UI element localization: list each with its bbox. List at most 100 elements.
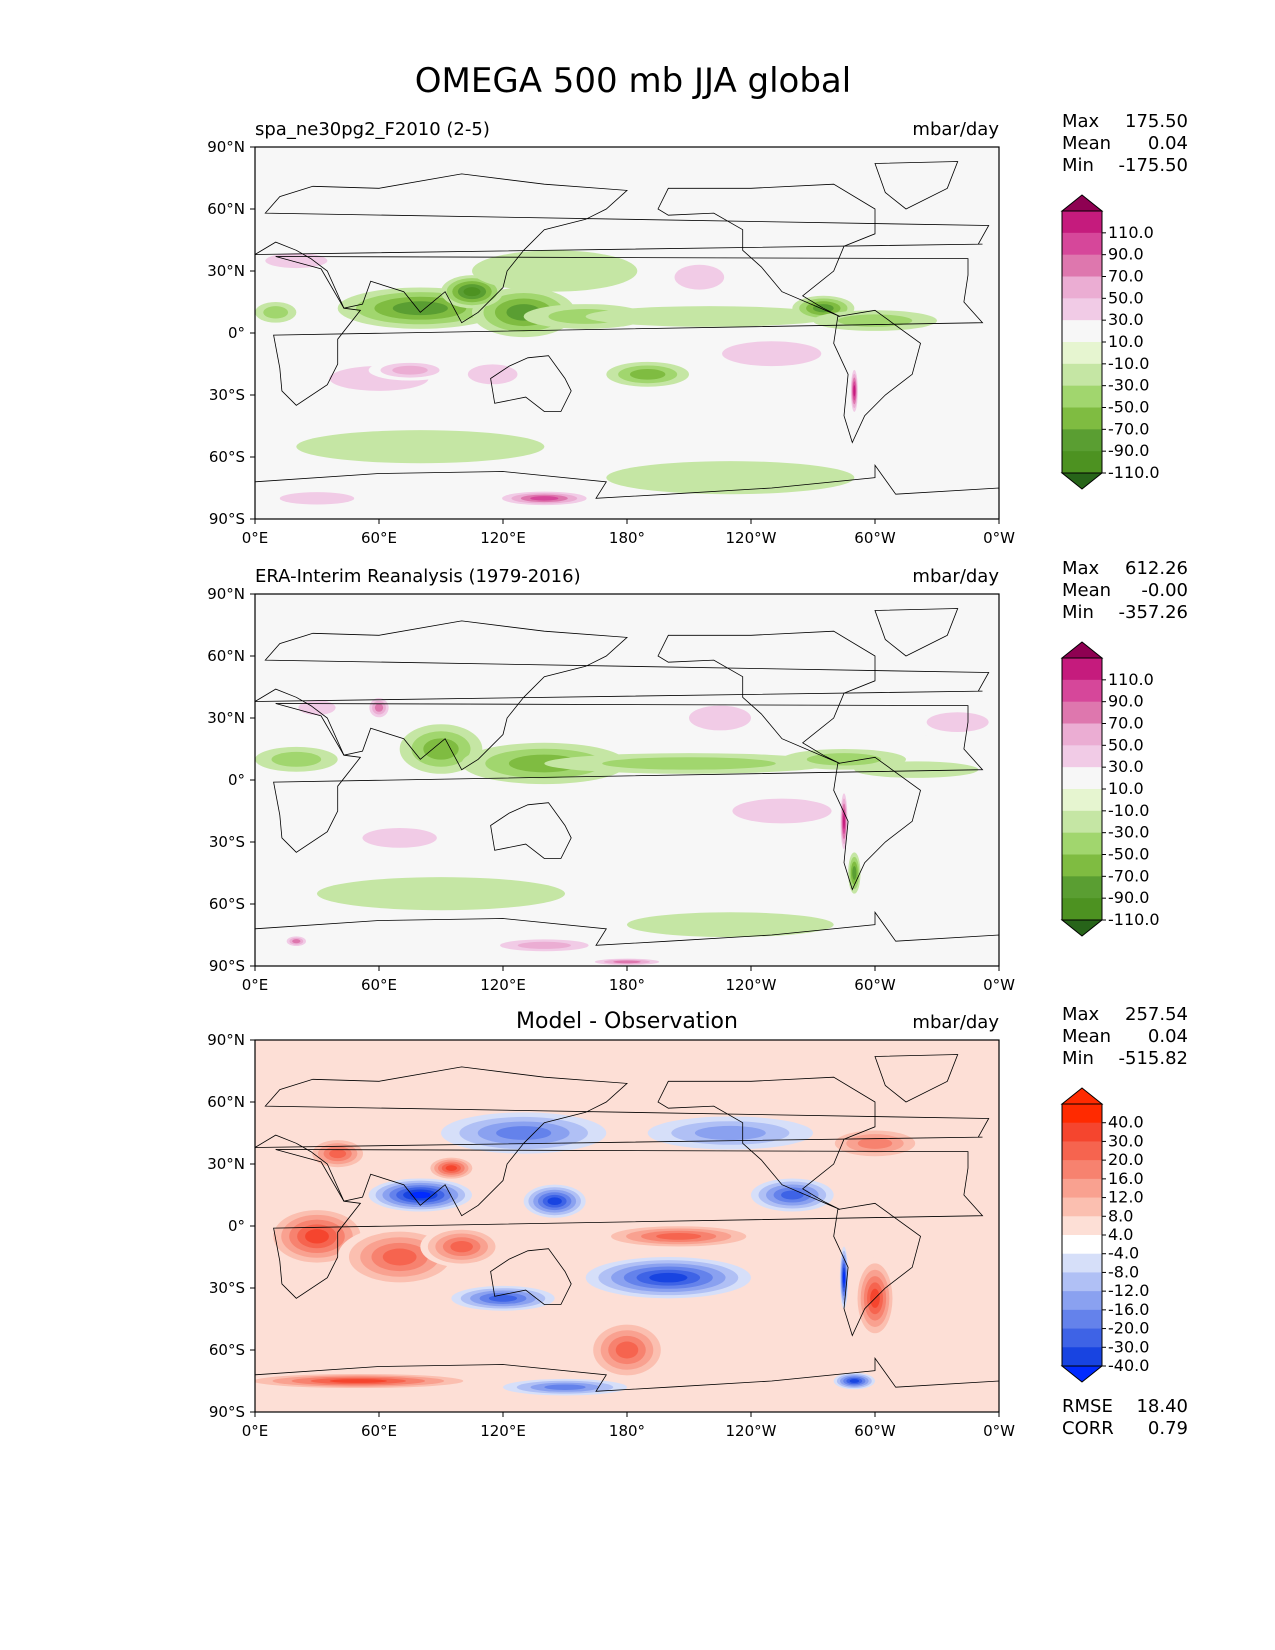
y-tick-label: 90°N — [207, 585, 245, 603]
field-contour — [423, 738, 459, 760]
colorbar-label: 40.0 — [1108, 1113, 1144, 1132]
field-contour — [547, 1197, 562, 1206]
colorbar-segment — [1062, 211, 1102, 234]
panels: spa_ne30pg2_F2010 (2-5) mbar/day 0°E 60°E 12… — [207, 111, 1188, 1440]
colorbar-min-arrow — [1060, 472, 1104, 490]
stat-label: Mean — [1062, 133, 1111, 154]
coastline — [273, 703, 984, 853]
field-contour — [649, 1272, 688, 1283]
x-tick-label: 0°W — [983, 1422, 1015, 1440]
colorbar-segment — [1062, 679, 1102, 703]
stat-value: 175.50 — [1125, 111, 1188, 132]
field-contour — [467, 364, 518, 385]
colorbar-label: -10.0 — [1108, 801, 1149, 820]
field-contour — [298, 700, 336, 716]
field-contour — [317, 877, 565, 911]
x-tick-label: 0°E — [242, 1422, 269, 1440]
field-contour — [544, 1384, 586, 1390]
units-label: mbar/day — [912, 566, 999, 587]
stat-label: Max — [1062, 558, 1100, 579]
y-tick-label: 90°S — [209, 1403, 245, 1421]
colorbar-segment — [1062, 767, 1102, 790]
x-tick-label: 180° — [609, 1422, 645, 1440]
stat-label: Mean — [1062, 1026, 1111, 1047]
field-contour — [694, 1125, 766, 1141]
coastline — [490, 802, 572, 859]
x-tick-label: 60°W — [854, 1422, 896, 1440]
colorbar-segment — [1062, 342, 1102, 365]
y-tick-label: 0° — [228, 1217, 245, 1235]
colorbar-label: -40.0 — [1108, 1356, 1149, 1375]
field-background — [255, 594, 999, 966]
colorbar-label: 70.0 — [1108, 714, 1144, 733]
stat-label: Mean — [1062, 580, 1111, 601]
field-contour — [732, 798, 832, 824]
map-panel-2: ERA-Interim Reanalysis (1979-2016) mbar/d… — [207, 558, 1188, 994]
colorbar-segment — [1062, 1178, 1102, 1199]
y-tick-label: 60°S — [209, 895, 245, 913]
colorbar-segment — [1062, 451, 1102, 474]
y-tick-label: 30°N — [207, 709, 245, 727]
field-contour — [305, 1229, 329, 1244]
field-contour — [265, 253, 328, 269]
stat-value: 0.04 — [1148, 1026, 1188, 1047]
colorbar-segment — [1062, 832, 1102, 855]
colorbar-segment — [1062, 1253, 1102, 1273]
coastline — [490, 1248, 572, 1305]
map-panel-1: spa_ne30pg2_F2010 (2-5) mbar/day 0°E 60°E 12… — [207, 111, 1188, 547]
field-contour — [271, 751, 322, 767]
x-tick-label: 120°W — [726, 529, 777, 547]
colorbar-label: 90.0 — [1108, 692, 1144, 711]
colorbar-segment — [1062, 1272, 1102, 1292]
colorbar: 40.030.020.016.012.08.04.0-4.0-8.0-12.0-… — [1060, 1087, 1149, 1383]
x-tick-label: 60°E — [361, 529, 397, 547]
colorbar-segment — [1062, 789, 1102, 812]
field-layer — [255, 594, 999, 966]
x-tick-label: 120°W — [726, 976, 777, 994]
colorbar-label: -30.0 — [1108, 376, 1149, 395]
panel-title: ERA-Interim Reanalysis (1979-2016) — [255, 566, 581, 587]
colorbar-min-arrow — [1060, 1365, 1104, 1383]
colorbar-label: 90.0 — [1108, 245, 1144, 264]
colorbar-segment — [1062, 363, 1102, 387]
colorbar-label: 30.0 — [1108, 757, 1144, 776]
x-tick-label: 120°E — [480, 976, 526, 994]
coastline — [273, 1149, 984, 1299]
field-contour — [585, 306, 834, 327]
coastline — [490, 355, 572, 412]
colorbar-segment — [1062, 1309, 1102, 1330]
stat-label: Max — [1062, 1004, 1100, 1025]
coastline — [833, 309, 921, 444]
colorbar-label: 30.0 — [1108, 1131, 1144, 1150]
panel-title: Model - Observation — [516, 1009, 738, 1034]
coastline — [657, 1076, 876, 1210]
colorbar-label: -110.0 — [1108, 463, 1160, 482]
colorbar-segment — [1062, 429, 1102, 452]
colorbar-label: 30.0 — [1108, 310, 1144, 329]
colorbar-label: 16.0 — [1108, 1169, 1144, 1188]
field-contour — [843, 813, 845, 829]
colorbar-label: -12.0 — [1108, 1281, 1149, 1300]
coastline — [255, 1357, 999, 1412]
field-contour — [689, 705, 751, 731]
field-contour — [849, 1379, 860, 1383]
coastline — [833, 756, 921, 891]
map-panel-3: Model - Observation mbar/day 0°E 60°E 120°E 1… — [207, 1004, 1188, 1440]
panel-title: spa_ne30pg2_F2010 (2-5) — [255, 119, 490, 140]
field-contour — [488, 1294, 518, 1302]
colorbar-segment — [1062, 810, 1102, 834]
colorbar-label: -90.0 — [1108, 441, 1149, 460]
stat-label: CORR — [1062, 1418, 1114, 1439]
colorbar-max-arrow — [1060, 1087, 1104, 1105]
field-contour — [781, 1190, 804, 1200]
colorbar-label: -30.0 — [1108, 823, 1149, 842]
x-tick-label: 60°E — [361, 1422, 397, 1440]
units-label: mbar/day — [912, 119, 999, 140]
x-tick-label: 60°E — [361, 976, 397, 994]
x-tick-label: 60°W — [854, 976, 896, 994]
colorbar-label: -70.0 — [1108, 419, 1149, 438]
y-tick-label: 90°N — [207, 138, 245, 156]
colorbar-max-arrow — [1060, 641, 1104, 659]
field-contour — [629, 369, 666, 380]
colorbar-label: -90.0 — [1108, 888, 1149, 907]
